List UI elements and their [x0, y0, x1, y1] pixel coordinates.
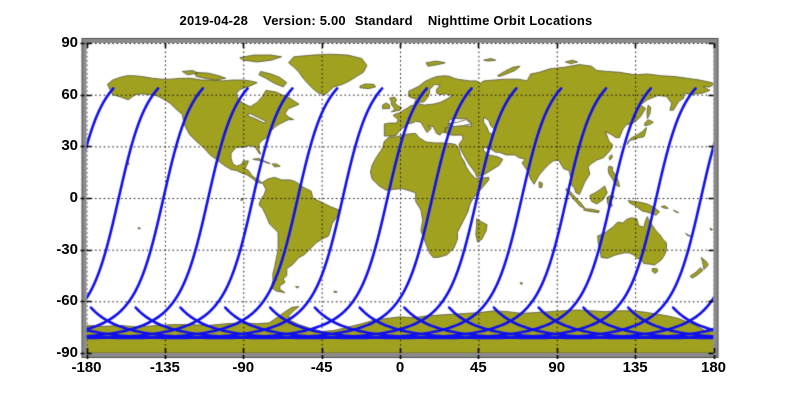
x-tick-label: 0 — [395, 359, 405, 376]
x-tick-label: -135 — [149, 359, 180, 376]
y-tick-label: -90 — [56, 344, 78, 361]
title-date: 2019-04-28 — [179, 13, 249, 28]
y-tick-label: -60 — [56, 292, 78, 310]
x-tick-label: -45 — [310, 359, 333, 376]
y-tick-label: 0 — [69, 189, 78, 206]
title-version: Version: 5.00 — [263, 13, 346, 28]
chart-title: 2019-04-28 Version: 5.00 Standard Nighttime… — [0, 13, 800, 28]
x-tick-label: 135 — [622, 359, 648, 376]
title-standard: Standard — [354, 13, 413, 28]
x-tick-label: 45 — [470, 359, 487, 376]
x-tick-label: 180 — [700, 359, 727, 376]
y-tick-label: -30 — [56, 240, 78, 258]
x-tick-label: -90 — [232, 359, 255, 376]
x-tick-label: 90 — [548, 359, 566, 376]
y-tick-label: 90 — [61, 34, 78, 51]
y-tick-label: 30 — [61, 137, 78, 155]
y-tick-label: 60 — [61, 85, 78, 103]
x-tick-label: -180 — [71, 359, 102, 376]
title-name: Nighttime Orbit Locations — [427, 13, 593, 28]
